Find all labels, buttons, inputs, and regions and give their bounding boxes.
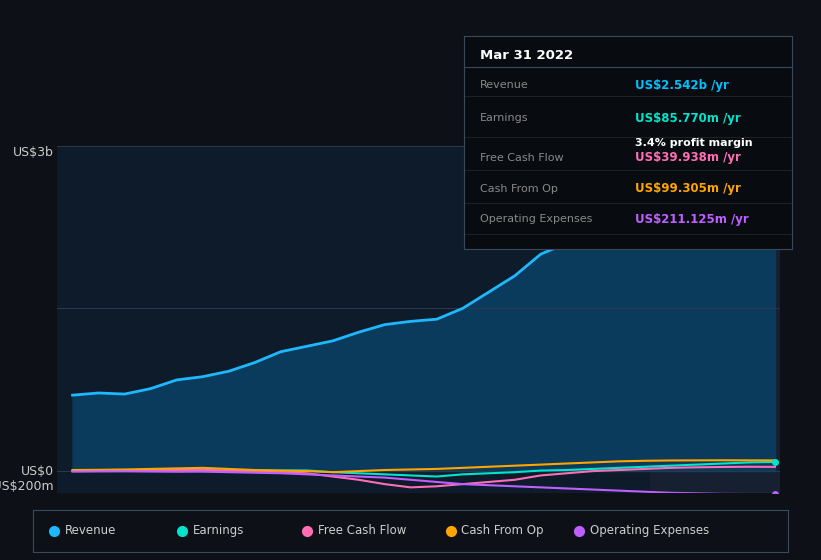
Text: Mar 31 2022: Mar 31 2022 <box>480 49 573 62</box>
Text: 2021: 2021 <box>634 510 665 523</box>
Text: 2016: 2016 <box>132 510 163 523</box>
Text: 2018: 2018 <box>333 510 365 523</box>
Text: US$2.542b /yr: US$2.542b /yr <box>635 79 728 92</box>
Text: Operating Expenses: Operating Expenses <box>480 214 593 225</box>
Text: US$0: US$0 <box>21 465 54 478</box>
Text: US$85.770m /yr: US$85.770m /yr <box>635 112 741 125</box>
Text: 2019: 2019 <box>433 510 465 523</box>
Text: 2020: 2020 <box>534 510 565 523</box>
Text: Cash From Op: Cash From Op <box>480 184 558 194</box>
Bar <box>649 146 795 493</box>
Text: US$99.305m /yr: US$99.305m /yr <box>635 182 741 195</box>
Text: -US$200m: -US$200m <box>0 480 54 493</box>
Text: Cash From Op: Cash From Op <box>461 524 544 537</box>
Text: US$211.125m /yr: US$211.125m /yr <box>635 213 749 226</box>
Text: Free Cash Flow: Free Cash Flow <box>318 524 406 537</box>
Text: 3.4% profit margin: 3.4% profit margin <box>635 138 752 148</box>
Text: US$3b: US$3b <box>13 146 54 158</box>
Text: Operating Expenses: Operating Expenses <box>589 524 709 537</box>
Text: Earnings: Earnings <box>480 113 529 123</box>
Text: Revenue: Revenue <box>65 524 116 537</box>
Text: 2017: 2017 <box>232 510 264 523</box>
Text: 2022: 2022 <box>734 510 766 523</box>
Text: Earnings: Earnings <box>193 524 245 537</box>
Text: Revenue: Revenue <box>480 80 529 90</box>
Text: US$39.938m /yr: US$39.938m /yr <box>635 151 741 164</box>
Text: Free Cash Flow: Free Cash Flow <box>480 153 564 163</box>
